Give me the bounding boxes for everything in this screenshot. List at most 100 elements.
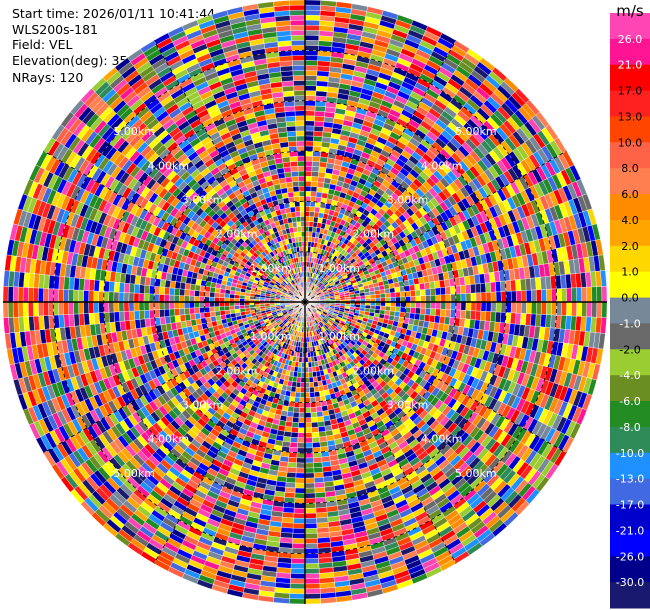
velocity-cell — [465, 301, 472, 311]
velocity-cell — [113, 291, 120, 303]
velocity-cell — [133, 310, 140, 321]
velocity-cell — [194, 290, 201, 297]
velocity-cell — [314, 115, 325, 122]
velocity-cell — [304, 125, 315, 132]
velocity-cell — [404, 285, 411, 292]
velocity-cell — [310, 181, 318, 188]
velocity-cell — [299, 407, 306, 413]
velocity-cell — [297, 155, 306, 162]
velocity-cell — [304, 211, 310, 217]
velocity-cell — [304, 165, 313, 172]
velocity-cell — [312, 146, 322, 152]
velocity-cell — [294, 100, 306, 107]
velocity-cell — [128, 301, 135, 312]
velocity-cell — [285, 477, 296, 484]
velocity-cell — [294, 95, 306, 102]
velocity-cell — [425, 295, 431, 303]
velocity-cell — [164, 308, 170, 317]
velocity-cell — [298, 181, 306, 187]
velocity-cell — [144, 285, 150, 294]
velocity-cell — [179, 308, 186, 316]
velocity-cell — [294, 391, 301, 398]
velocity-cell — [313, 462, 323, 469]
velocity-cell — [298, 427, 306, 434]
velocity-cell — [309, 206, 316, 213]
velocity-cell — [490, 281, 497, 293]
velocity-cell — [138, 310, 145, 320]
velocity-cell — [204, 296, 210, 303]
velocity-cell — [311, 431, 320, 438]
velocity-cell — [311, 171, 319, 178]
velocity-cell — [133, 292, 140, 303]
velocity-cell — [204, 306, 211, 313]
velocity-cell — [384, 292, 391, 298]
velocity-cell — [229, 309, 236, 315]
velocity-cell — [163, 294, 170, 303]
velocity-cell — [410, 296, 416, 303]
velocity-cell — [309, 201, 316, 208]
velocity-cell — [284, 105, 296, 112]
velocity-cell — [289, 156, 298, 162]
velocity-cell — [465, 293, 472, 303]
velocity-cell — [310, 186, 318, 193]
velocity-cell — [434, 287, 441, 296]
velocity-cell — [292, 186, 300, 193]
velocity-cell — [296, 452, 306, 459]
velocity-cell — [309, 391, 316, 398]
velocity-cell — [113, 301, 120, 313]
velocity-cell — [475, 310, 482, 321]
velocity-cell — [304, 186, 312, 192]
velocity-cell — [475, 292, 482, 303]
velocity-cell — [304, 507, 317, 514]
velocity-cell — [311, 166, 320, 173]
velocity-cell — [480, 292, 487, 303]
velocity-cell — [420, 295, 426, 303]
velocity-cell — [103, 291, 110, 303]
velocity-cell — [285, 120, 296, 127]
velocity-cell — [304, 181, 312, 187]
velocity-cell — [304, 442, 313, 449]
velocity-cell — [311, 161, 320, 167]
velocity-cell — [379, 293, 386, 299]
velocity-cell — [314, 477, 325, 484]
velocity-cell — [295, 477, 306, 484]
velocity-cell — [103, 301, 110, 313]
velocity-cell — [299, 397, 306, 403]
velocity-cell — [307, 356, 312, 363]
velocity-cell — [214, 310, 221, 317]
velocity-cell — [314, 110, 326, 117]
velocity-cell — [184, 289, 191, 297]
velocity-cell — [291, 171, 299, 178]
velocity-cell — [304, 452, 314, 459]
velocity-cell — [299, 246, 303, 253]
velocity-cell — [316, 186, 324, 193]
velocity-cell — [289, 442, 298, 448]
velocity-cell — [290, 161, 299, 167]
velocity-cell — [297, 442, 306, 449]
velocity-cell — [291, 216, 297, 223]
velocity-cell — [295, 211, 301, 218]
velocity-cell — [440, 308, 446, 317]
velocity-cell — [308, 226, 314, 233]
velocity-cell — [154, 286, 160, 295]
velocity-cell — [204, 301, 210, 308]
velocity-cell — [304, 462, 314, 469]
velocity-cell — [314, 120, 325, 127]
velocity-cell — [410, 301, 416, 308]
velocity-cell — [304, 115, 315, 122]
velocity-cell — [354, 296, 361, 300]
velocity-cell — [440, 287, 446, 296]
velocity-cell — [179, 301, 185, 309]
velocity-cell — [296, 457, 306, 464]
velocity-cell — [304, 502, 316, 509]
velocity-cell — [395, 301, 401, 308]
velocity-cell — [293, 401, 300, 408]
velocity-cell — [311, 421, 319, 428]
velocity-cell — [294, 502, 306, 509]
velocity-cell — [304, 487, 316, 494]
velocity-cell — [299, 392, 306, 398]
velocity-cell — [289, 396, 296, 403]
velocity-cell — [424, 314, 431, 322]
velocity-cell — [293, 507, 306, 514]
velocity-cell — [404, 312, 411, 319]
